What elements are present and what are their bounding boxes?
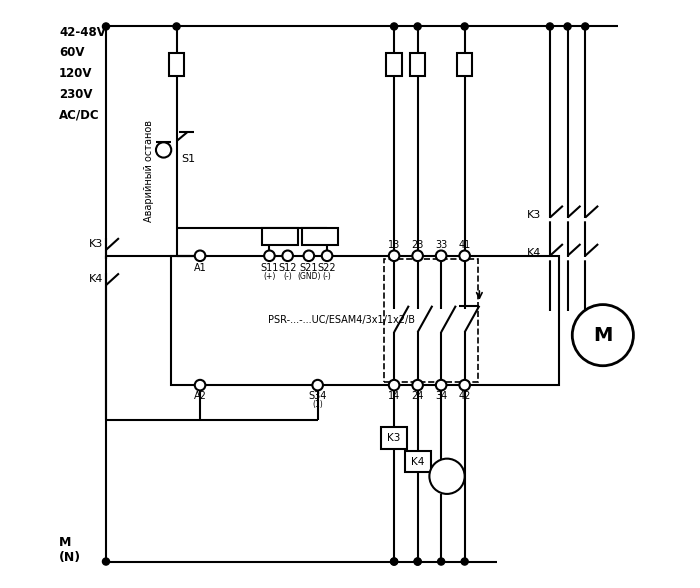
Text: Аварийный останов: Аварийный останов: [144, 119, 154, 222]
Text: S11: S11: [260, 262, 279, 273]
Circle shape: [547, 23, 554, 30]
Text: 230V: 230V: [59, 88, 92, 101]
Bar: [302, 228, 337, 245]
Text: K3: K3: [387, 433, 401, 443]
Text: S34: S34: [309, 390, 327, 401]
Bar: [405, 451, 430, 472]
Text: (+): (+): [263, 272, 276, 281]
Circle shape: [264, 250, 274, 261]
Circle shape: [412, 380, 423, 390]
Circle shape: [173, 23, 180, 30]
Circle shape: [312, 380, 323, 390]
Circle shape: [461, 23, 468, 30]
Text: 42: 42: [458, 390, 471, 401]
Circle shape: [412, 250, 423, 261]
Bar: [410, 53, 426, 76]
Text: PSR-...-...UC/ESAM4/3х1/1х2/B: PSR-...-...UC/ESAM4/3х1/1х2/B: [267, 315, 414, 326]
Circle shape: [102, 23, 109, 30]
Circle shape: [459, 250, 470, 261]
Text: AC/DC: AC/DC: [59, 108, 99, 121]
Bar: [169, 53, 184, 76]
Circle shape: [438, 558, 444, 565]
Circle shape: [304, 250, 314, 261]
Circle shape: [389, 380, 400, 390]
Text: 13: 13: [388, 240, 400, 250]
Text: S22: S22: [318, 262, 337, 273]
Circle shape: [414, 558, 421, 565]
Text: 60V: 60V: [59, 46, 85, 59]
Text: 34: 34: [435, 390, 447, 401]
Circle shape: [573, 305, 634, 366]
Circle shape: [436, 250, 447, 261]
Circle shape: [391, 558, 398, 565]
Circle shape: [461, 558, 468, 565]
Text: A2: A2: [194, 390, 206, 401]
Circle shape: [459, 380, 470, 390]
Circle shape: [564, 23, 571, 30]
Bar: [386, 53, 402, 76]
Text: 120V: 120V: [59, 67, 92, 80]
Text: A1: A1: [194, 262, 206, 273]
Text: K4: K4: [89, 274, 103, 285]
Text: M: M: [593, 326, 612, 345]
Text: 24: 24: [412, 390, 424, 401]
Circle shape: [436, 380, 447, 390]
Circle shape: [156, 142, 172, 158]
Text: 23: 23: [412, 240, 424, 250]
Circle shape: [391, 558, 398, 565]
Text: S1: S1: [181, 153, 195, 164]
Text: (-): (-): [323, 272, 331, 281]
Text: (GND): (GND): [297, 272, 321, 281]
Circle shape: [429, 459, 465, 494]
Circle shape: [414, 558, 421, 565]
Circle shape: [282, 250, 293, 261]
Text: (-): (-): [284, 272, 292, 281]
Text: 41: 41: [458, 240, 471, 250]
Text: K4: K4: [411, 456, 424, 467]
Circle shape: [414, 23, 421, 30]
Circle shape: [195, 380, 205, 390]
Text: 14: 14: [388, 390, 400, 401]
Text: S21: S21: [300, 262, 318, 273]
Bar: [457, 53, 473, 76]
Circle shape: [195, 250, 205, 261]
Circle shape: [102, 558, 109, 565]
Text: K3: K3: [527, 209, 541, 220]
Bar: [384, 259, 478, 382]
Bar: [382, 427, 407, 449]
Circle shape: [582, 23, 589, 30]
Circle shape: [322, 250, 332, 261]
Bar: [171, 256, 559, 385]
Circle shape: [389, 250, 400, 261]
Text: (1): (1): [312, 400, 323, 409]
Text: K4: K4: [526, 248, 541, 258]
Bar: [262, 228, 298, 245]
Circle shape: [391, 23, 398, 30]
Text: S12: S12: [279, 262, 297, 273]
Text: 33: 33: [435, 240, 447, 250]
Text: 42-48V: 42-48V: [59, 26, 106, 39]
Text: M
(N): M (N): [59, 536, 81, 564]
Text: K3: K3: [89, 239, 103, 249]
